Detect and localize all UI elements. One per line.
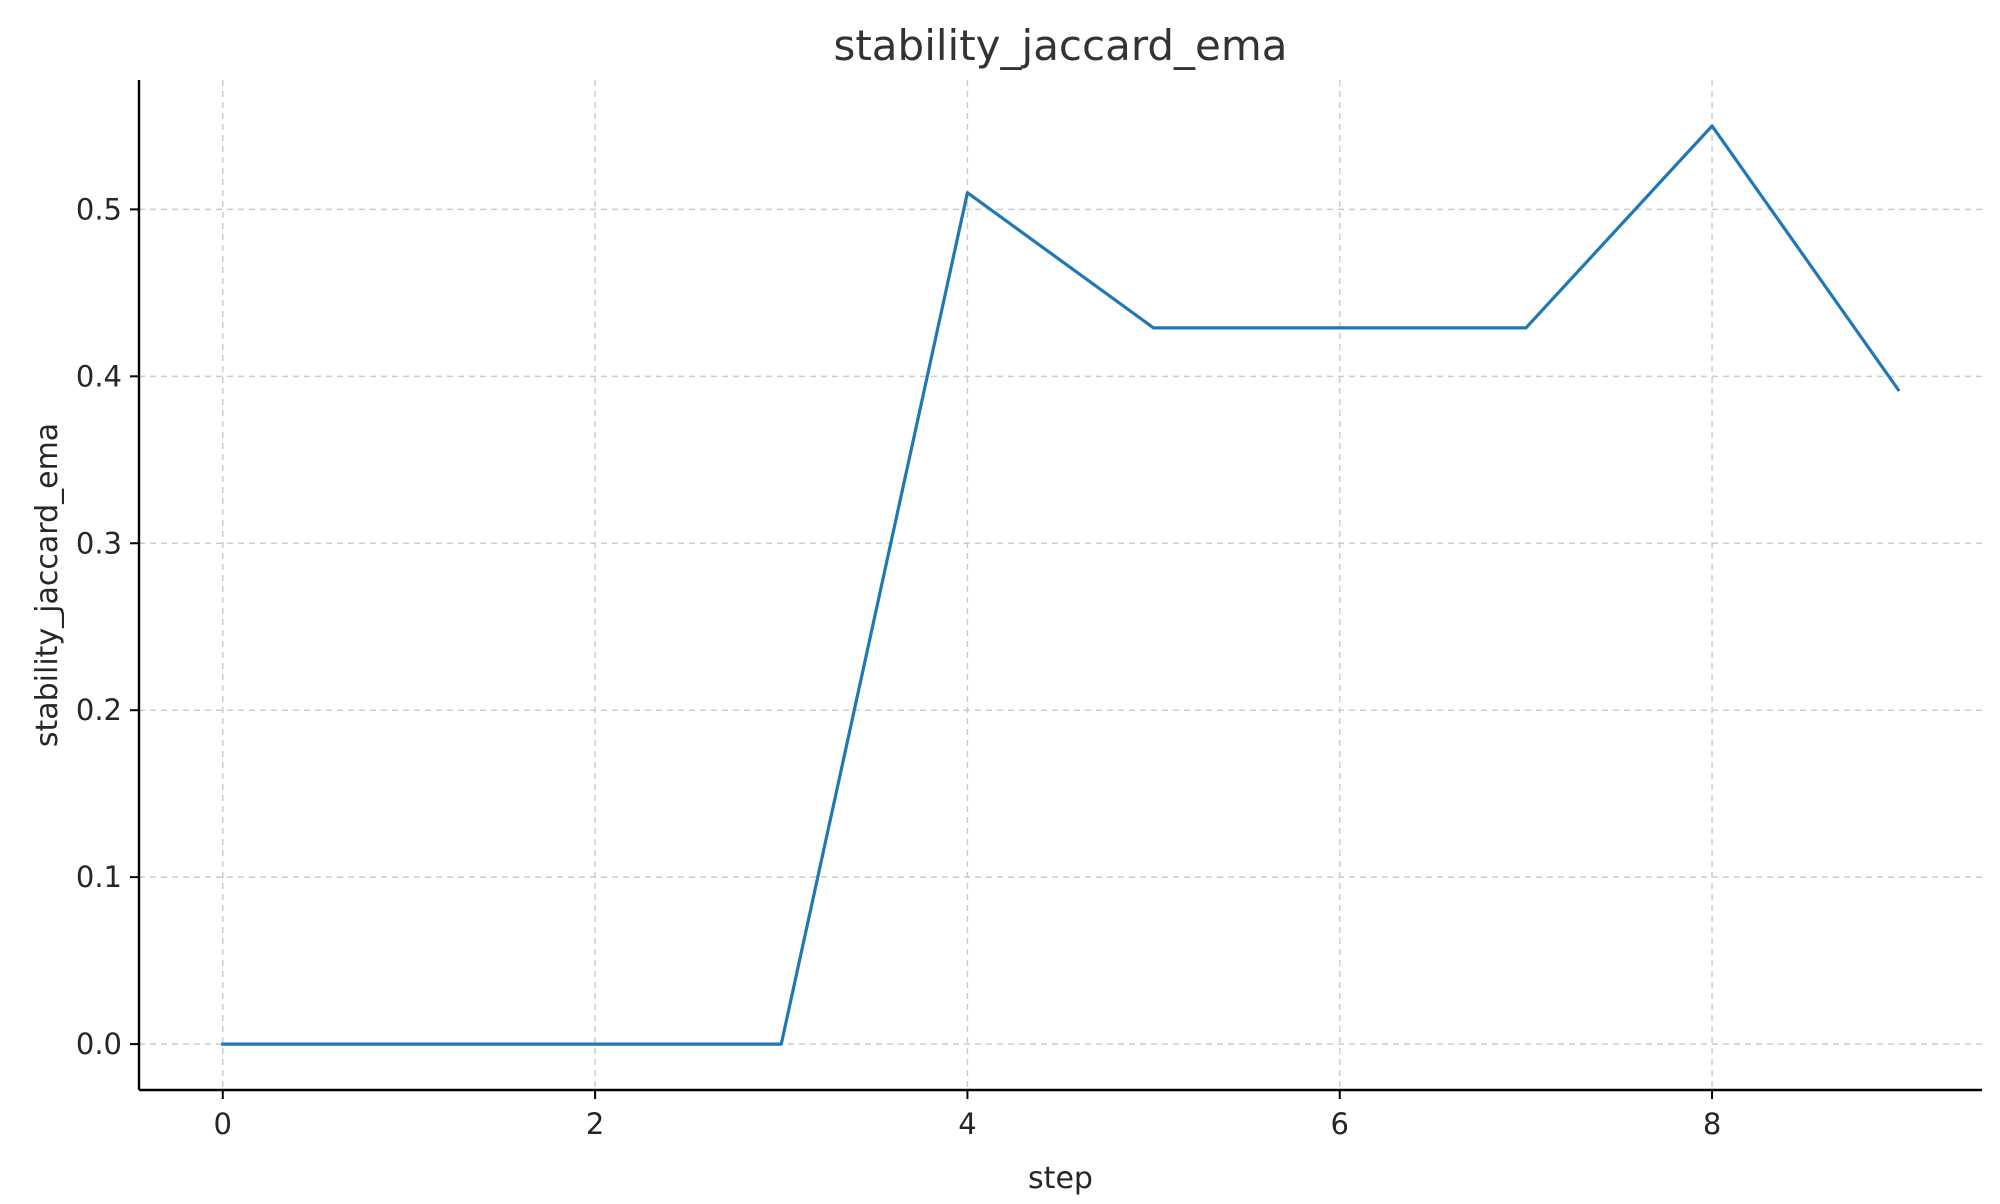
y-tick-label: 0.3: [76, 526, 122, 560]
x-tick-label: 8: [1703, 1107, 1721, 1141]
y-tick-label: 0.4: [76, 359, 122, 393]
chart-title: stability_jaccard_ema: [833, 21, 1287, 70]
axes: [137, 80, 1982, 1092]
y-tick-label: 0.1: [76, 860, 122, 894]
x-axis-label: step: [1028, 1161, 1093, 1196]
x-tick-label: 2: [586, 1107, 604, 1141]
grid: [139, 80, 1982, 1090]
y-axis-label: stability_jaccard_ema: [30, 423, 65, 747]
series-line: [221, 124, 1901, 1046]
y-tick-label: 0.2: [76, 693, 122, 727]
series-layer: [221, 124, 1901, 1046]
y-tick-label: 0.5: [76, 192, 122, 226]
x-tick-label: 6: [1331, 1107, 1349, 1141]
x-tick-label: 4: [958, 1107, 976, 1141]
x-tick-label: 0: [214, 1107, 232, 1141]
y-tick-label: 0.0: [76, 1027, 122, 1061]
ticks: 0 2 4 6 8 0.0 0.1 0.2 0.3 0.4 0.5: [76, 192, 1721, 1141]
